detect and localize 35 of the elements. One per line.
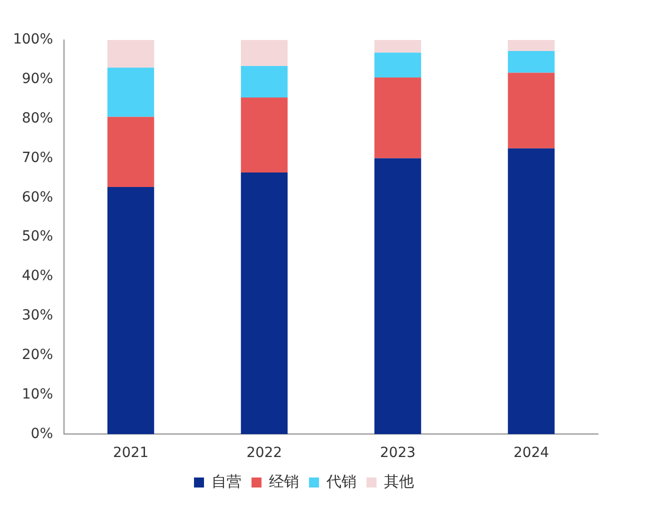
bar <box>508 72 555 148</box>
bar <box>240 172 288 434</box>
legend-label: 其他 <box>384 472 414 490</box>
bar <box>508 51 555 73</box>
y-tick-label: 80% <box>22 110 54 126</box>
x-tick-label: 2021 <box>112 445 149 462</box>
legend-label: 代销 <box>326 472 356 490</box>
bar <box>107 116 154 188</box>
x-tick-label: 2023 <box>380 445 416 462</box>
y-tick-label: 100% <box>12 32 54 48</box>
bar <box>374 52 422 78</box>
y-tick-label: 70% <box>22 150 54 166</box>
y-tick-label: 90% <box>22 71 54 88</box>
bar <box>374 40 422 53</box>
bar <box>374 158 422 434</box>
y-tick-label: 10% <box>22 386 54 402</box>
legend-label: 经销 <box>269 472 299 490</box>
bar <box>374 77 422 158</box>
bar <box>107 187 154 434</box>
bar <box>240 98 288 172</box>
y-tick-label: 60% <box>22 189 54 206</box>
y-tick-label: 50% <box>22 228 54 245</box>
bar <box>240 66 288 98</box>
bar <box>508 148 555 434</box>
x-tick-label: 2024 <box>513 445 550 462</box>
y-tick-label: 30% <box>22 308 54 324</box>
bar <box>107 68 154 117</box>
y-tick-label: 20% <box>22 347 54 363</box>
bar <box>107 40 154 68</box>
bar <box>240 40 288 66</box>
y-tick-label: 0% <box>30 426 54 442</box>
x-tick-label: 2022 <box>246 445 282 462</box>
legend-label: 自营 <box>212 472 242 490</box>
bar <box>508 40 555 52</box>
y-tick-label: 40% <box>22 268 54 284</box>
